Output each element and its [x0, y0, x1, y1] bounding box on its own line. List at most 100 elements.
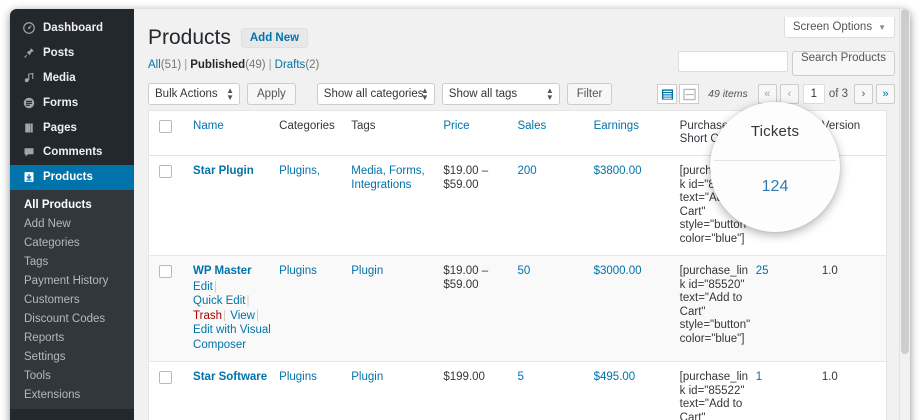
status-filter-list: All(51) | Published(49) | Drafts(2) — [134, 50, 910, 71]
category-link[interactable]: Plugins — [279, 371, 317, 383]
scrollbar-thumb[interactable] — [901, 9, 909, 354]
submenu-item-tags[interactable]: Tags — [24, 256, 49, 269]
submenu-item-categories[interactable]: Categories — [24, 237, 80, 250]
cell-tags: Plugin — [351, 255, 444, 362]
prev-page-button[interactable]: ‹ — [779, 84, 799, 105]
tickets-link[interactable]: 25 — [755, 265, 769, 277]
last-page-button[interactable]: » — [876, 84, 895, 105]
product-name-link[interactable]: Star Plugin — [193, 165, 254, 177]
table-toolbar: Bulk Actions ▲ ▼ Apply Show all categorie… — [148, 81, 910, 107]
product-name-link[interactable]: Star Software — [193, 371, 268, 383]
submenu-item-tools[interactable]: Tools — [24, 370, 51, 383]
sidebar-item-pages[interactable]: Pages — [10, 115, 134, 140]
row-action-edit[interactable]: Edit — [193, 280, 213, 293]
sales-link[interactable]: 5 — [517, 371, 524, 383]
sales-link[interactable]: 200 — [517, 165, 537, 177]
row-select-cell — [149, 156, 193, 256]
cell-name: Star Software — [193, 361, 280, 420]
add-new-button[interactable]: Add New — [240, 27, 309, 48]
product-name-link[interactable]: WP Master — [193, 265, 252, 277]
sidebar-item-products[interactable]: Products — [10, 164, 134, 190]
bulk-actions-select[interactable]: Bulk Actions ▲ ▼ — [148, 83, 240, 106]
table-row: WP Master Edit| Quick Edit| Trash| View|… — [149, 255, 886, 362]
cell-sales: 200 — [517, 156, 593, 256]
row-action-view[interactable]: View — [230, 309, 255, 322]
category-link[interactable]: Plugins — [279, 265, 317, 277]
filter-published-count: (49) — [245, 59, 266, 72]
browser-frame: Dashboard Posts Media — [10, 9, 910, 420]
sidebar-item-label: Comments — [43, 146, 103, 159]
magnified-divider — [714, 160, 836, 161]
tag-links[interactable]: Plugin — [351, 265, 384, 277]
next-page-button[interactable]: › — [854, 84, 873, 105]
filter-all-count: (51) — [160, 59, 182, 72]
submenu-item-reports[interactable]: Reports — [24, 332, 65, 345]
sidebar-item-posts[interactable]: Posts — [10, 41, 134, 66]
tickets-link[interactable]: 1 — [755, 371, 763, 383]
shortcode-text: [purchase_link id="85520" text="Add to C… — [679, 265, 751, 345]
submenu-item-all-products[interactable]: All Products — [24, 199, 92, 212]
sidebar-item-forms[interactable]: Forms — [10, 90, 134, 115]
cell-shortcode: [purchase_link id="85520" text="Add to C… — [679, 255, 756, 362]
column-header-sales[interactable]: Sales — [517, 111, 594, 156]
tags-filter-label: Show all tags — [448, 88, 518, 101]
earnings-link[interactable]: $3800.00 — [593, 165, 642, 177]
column-header-earnings[interactable]: Earnings — [593, 111, 680, 156]
sidebar-item-media[interactable]: Media — [10, 66, 134, 91]
row-action-edit-visual-composer[interactable]: Edit with Visual Composer — [193, 324, 271, 351]
apply-button[interactable]: Apply — [247, 83, 296, 106]
cell-shortcode: [purchase_link id="85522" text="Add to C… — [679, 361, 756, 420]
list-view-icon[interactable] — [657, 84, 678, 105]
search-input[interactable] — [677, 51, 788, 72]
column-header-price[interactable]: Price — [443, 111, 518, 156]
admin-sidebar: Dashboard Posts Media — [10, 9, 134, 420]
magnifier-loupe: Tickets 124 — [710, 102, 840, 232]
row-action-sep: | — [223, 309, 227, 322]
submenu-item-customers[interactable]: Customers — [24, 294, 80, 307]
search-form: Search Products — [677, 51, 895, 76]
excerpt-view-icon[interactable] — [679, 84, 700, 105]
cell-sales: 50 — [517, 255, 594, 362]
row-checkbox[interactable] — [159, 265, 172, 278]
sales-link[interactable]: 50 — [517, 265, 531, 277]
submenu-item-payment-history[interactable]: Payment History — [24, 275, 109, 288]
column-header-name[interactable]: Name — [193, 111, 280, 156]
tags-filter-select[interactable]: Show all tags ▲ ▼ — [441, 83, 560, 106]
pin-icon — [19, 45, 38, 61]
tag-links[interactable]: Media, Forms, Integrations — [351, 165, 425, 191]
submenu-item-discount-codes[interactable]: Discount Codes — [24, 313, 106, 326]
categories-filter-select[interactable]: Show all categories ▲ ▼ — [316, 83, 435, 106]
submenu-item-settings[interactable]: Settings — [24, 351, 66, 364]
first-page-button[interactable]: « — [757, 84, 777, 105]
row-action-trash[interactable]: Trash — [193, 309, 223, 322]
row-select-cell — [149, 255, 194, 362]
select-all-checkbox[interactable] — [159, 120, 172, 133]
sidebar-item-dashboard[interactable]: Dashboard — [10, 16, 134, 41]
row-checkbox[interactable] — [159, 165, 172, 178]
dashboard-icon — [19, 20, 38, 36]
row-action-sep: | — [255, 309, 259, 322]
sidebar-item-label: Forms — [43, 96, 79, 109]
current-page-input[interactable]: 1 — [802, 84, 825, 105]
submenu-item-extensions[interactable]: Extensions — [24, 389, 81, 402]
filter-published[interactable]: Published — [190, 59, 246, 72]
category-link[interactable]: Plugins, — [279, 165, 321, 177]
earnings-link[interactable]: $495.00 — [593, 371, 636, 383]
sidebar-item-label: Media — [43, 71, 76, 84]
cell-earnings: $3800.00 — [594, 156, 680, 256]
tag-links[interactable]: Plugin — [351, 371, 384, 383]
content-scrollbar[interactable] — [899, 9, 910, 420]
cell-version: 1.0 — [821, 255, 886, 362]
row-action-quick-edit[interactable]: Quick Edit — [193, 295, 246, 307]
filter-drafts[interactable]: Drafts — [274, 59, 306, 72]
search-products-button[interactable]: Search Products — [791, 51, 895, 76]
screen-options-toggle[interactable]: Screen Options ▼ — [783, 17, 895, 38]
earnings-link[interactable]: $3000.00 — [593, 265, 642, 277]
filter-button[interactable]: Filter — [566, 83, 613, 106]
submenu-item-add-new[interactable]: Add New — [24, 218, 71, 231]
filter-all[interactable]: All — [148, 59, 161, 72]
sidebar-item-comments[interactable]: Comments — [10, 140, 134, 165]
sidebar-item-label: Dashboard — [43, 22, 104, 35]
row-checkbox[interactable] — [159, 371, 172, 384]
